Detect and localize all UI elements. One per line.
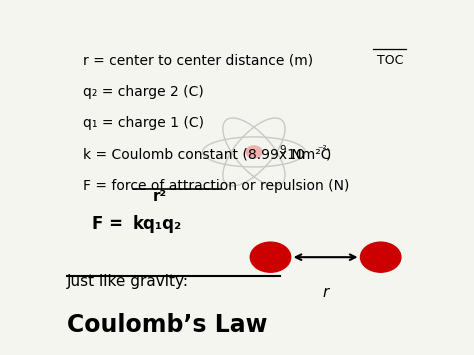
Text: Coulomb’s Law: Coulomb’s Law xyxy=(66,313,267,337)
Circle shape xyxy=(250,242,291,272)
Text: q₂ = charge 2 (C): q₂ = charge 2 (C) xyxy=(83,85,204,99)
Text: 9: 9 xyxy=(280,144,286,154)
Text: Just like gravity:: Just like gravity: xyxy=(66,274,189,289)
Text: ⁻²: ⁻² xyxy=(317,144,327,154)
Text: Nm²C: Nm²C xyxy=(287,148,330,162)
Text: ): ) xyxy=(326,148,332,162)
Text: TOC: TOC xyxy=(377,54,403,66)
Text: F = force of attraction or repulsion (N): F = force of attraction or repulsion (N) xyxy=(83,179,349,193)
Text: r: r xyxy=(322,284,328,300)
Text: q₂: q₂ xyxy=(373,239,389,255)
Circle shape xyxy=(360,242,401,272)
Text: k = Coulomb constant (8.99x10: k = Coulomb constant (8.99x10 xyxy=(83,148,305,162)
Text: r²: r² xyxy=(153,189,167,204)
Text: F =: F = xyxy=(92,215,123,233)
Text: q₁: q₁ xyxy=(263,239,278,255)
Text: kq₁q₂: kq₁q₂ xyxy=(133,215,182,233)
Circle shape xyxy=(246,146,262,158)
Text: r = center to center distance (m): r = center to center distance (m) xyxy=(83,54,313,67)
Text: q₁ = charge 1 (C): q₁ = charge 1 (C) xyxy=(83,116,204,130)
